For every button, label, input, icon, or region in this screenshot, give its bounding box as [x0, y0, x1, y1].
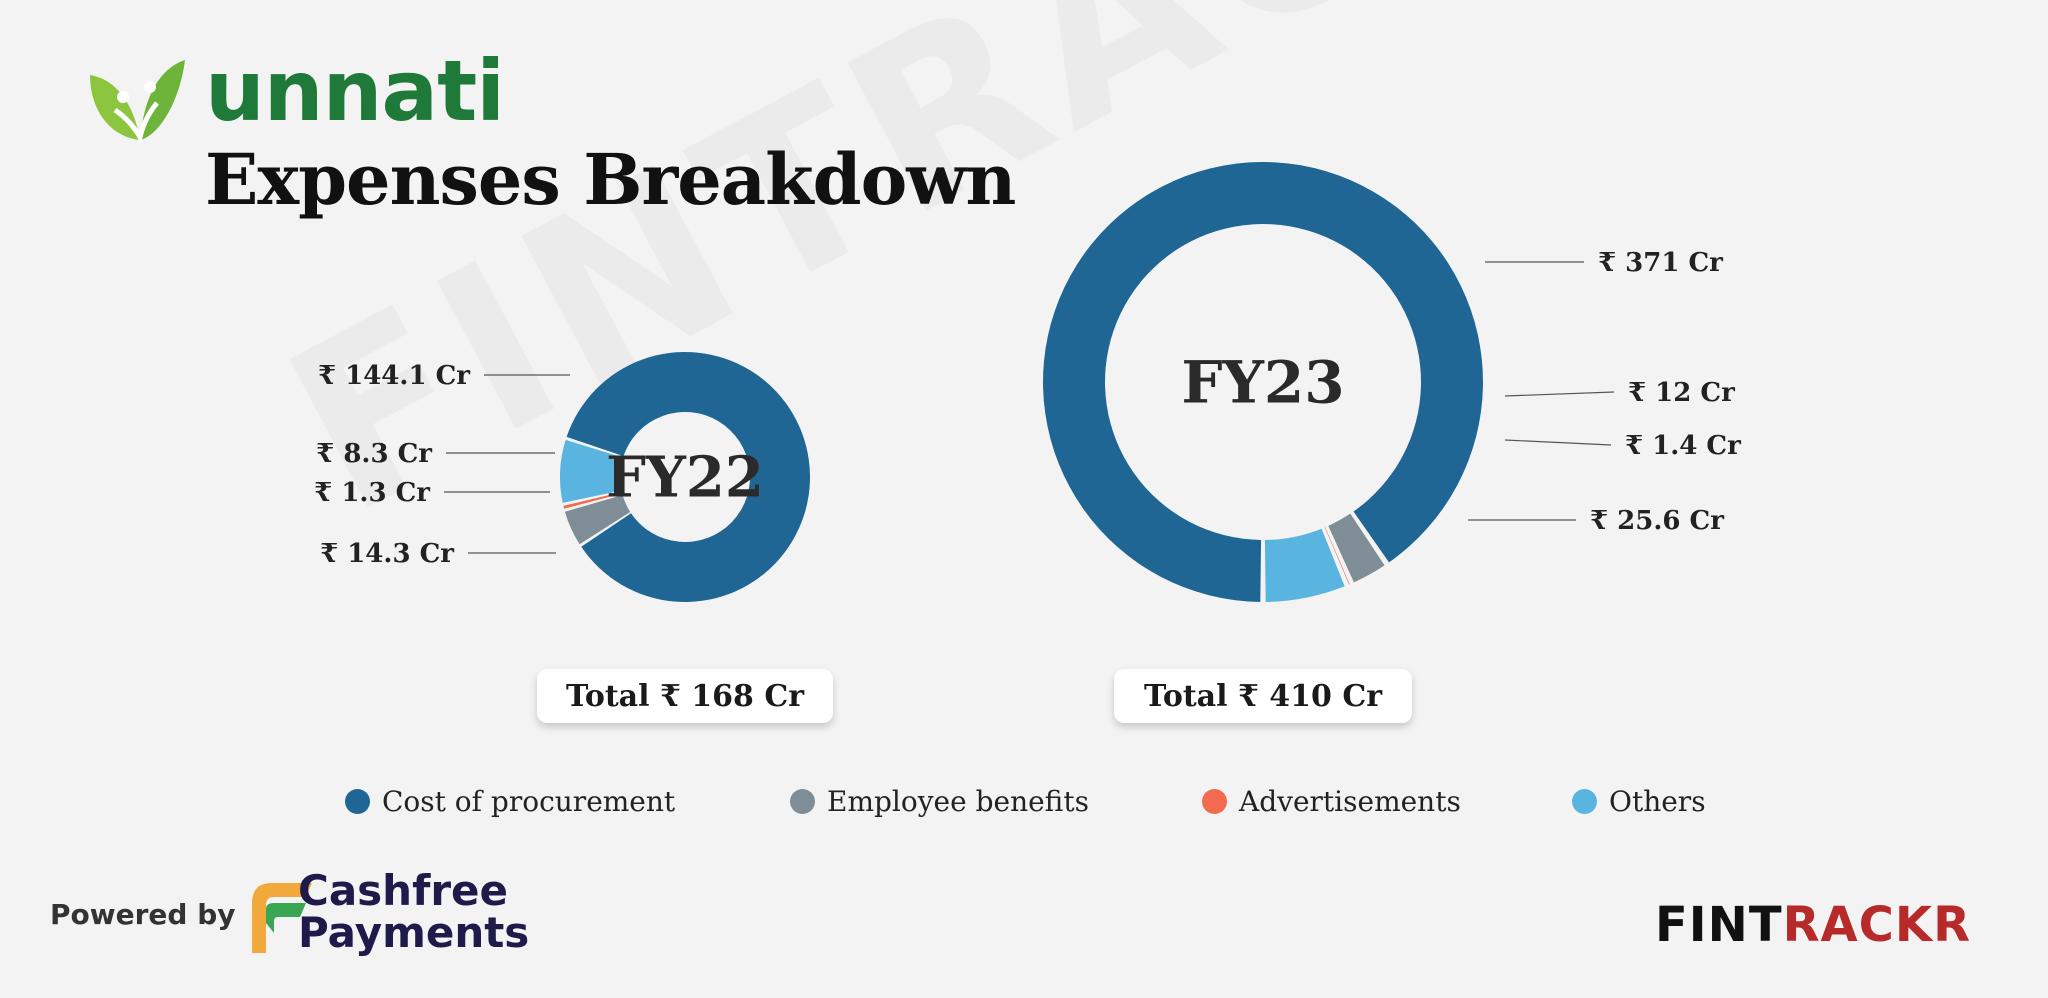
- legend-label: Cost of procurement: [382, 785, 676, 818]
- legend-item-others: Others: [1572, 785, 1706, 818]
- page-title: Expenses Breakdown: [205, 138, 1016, 221]
- data-label-fy22-2: ₹ 1.3 Cr: [314, 478, 430, 508]
- legend-dot: [790, 789, 815, 814]
- data-label-fy23-1: ₹ 12 Cr: [1628, 378, 1735, 408]
- brand-name: unnati: [205, 42, 505, 140]
- donut-slice-fy23-1: [1328, 513, 1385, 583]
- legend-dot: [1572, 789, 1597, 814]
- legend-dot: [345, 789, 370, 814]
- total-fy22: Total ₹ 168 Cr: [537, 669, 833, 723]
- fintrackr-logo: FINTRACKR: [1655, 897, 1971, 953]
- donut-slice-fy22-3: [560, 439, 623, 503]
- powered-by-text: Powered by: [50, 898, 236, 931]
- legend-label: Employee benefits: [827, 785, 1089, 818]
- donut-slice-fy22-1: [564, 495, 631, 545]
- legend-label: Advertisements: [1239, 785, 1461, 818]
- fintrackr-logo-part-a: FINT: [1655, 897, 1783, 953]
- center-label-fy23: FY23: [1181, 348, 1344, 416]
- center-label-fy22: FY22: [606, 445, 764, 511]
- donut-slice-fy23-3: [1264, 528, 1345, 602]
- fintrackr-logo-part-b: RACKR: [1782, 897, 1972, 953]
- data-label-fy23-3: ₹ 25.6 Cr: [1590, 506, 1724, 536]
- legend-item-advertisements: Advertisements: [1202, 785, 1461, 818]
- legend: Cost of procurement Employee benefits Ad…: [0, 785, 2048, 825]
- legend-dot: [1202, 789, 1227, 814]
- data-label-fy22-0: ₹ 144.1 Cr: [318, 361, 470, 391]
- unnati-leaf-icon: [90, 60, 185, 144]
- leader-line: [1504, 439, 1612, 446]
- legend-item-employee: Employee benefits: [790, 785, 1089, 818]
- cashfree-line2: Payments: [298, 908, 530, 957]
- leader-line: [1504, 391, 1615, 397]
- cashfree-line1: Cashfree: [298, 866, 509, 915]
- donut-slice-fy23-2: [1324, 527, 1350, 585]
- data-label-fy22-3: ₹ 14.3 Cr: [320, 539, 454, 569]
- donut-chart-fy23: FY23 ₹ 371 Cr ₹ 12 Cr ₹ 1.4 Cr ₹ 25.6 Cr: [1042, 162, 1741, 602]
- data-label-fy23-2: ₹ 1.4 Cr: [1625, 431, 1741, 461]
- legend-item-procurement: Cost of procurement: [345, 785, 675, 818]
- donut-chart-fy22: FY22 ₹ 144.1 Cr ₹ 8.3 Cr ₹ 1.3 Cr ₹ 14.3 Cr: [314, 351, 810, 602]
- donut-slice-fy22-0: [566, 351, 810, 602]
- total-fy23: Total ₹ 410 Cr: [1114, 669, 1412, 723]
- legend-label: Others: [1609, 785, 1706, 818]
- data-label-fy23-0: ₹ 371 Cr: [1598, 248, 1723, 278]
- cashfree-name: Cashfree Payments: [298, 870, 529, 954]
- data-label-fy22-1: ₹ 8.3 Cr: [316, 439, 432, 469]
- cashfree-logo-icon: [252, 883, 312, 953]
- donut-slice-fy22-2: [563, 492, 623, 509]
